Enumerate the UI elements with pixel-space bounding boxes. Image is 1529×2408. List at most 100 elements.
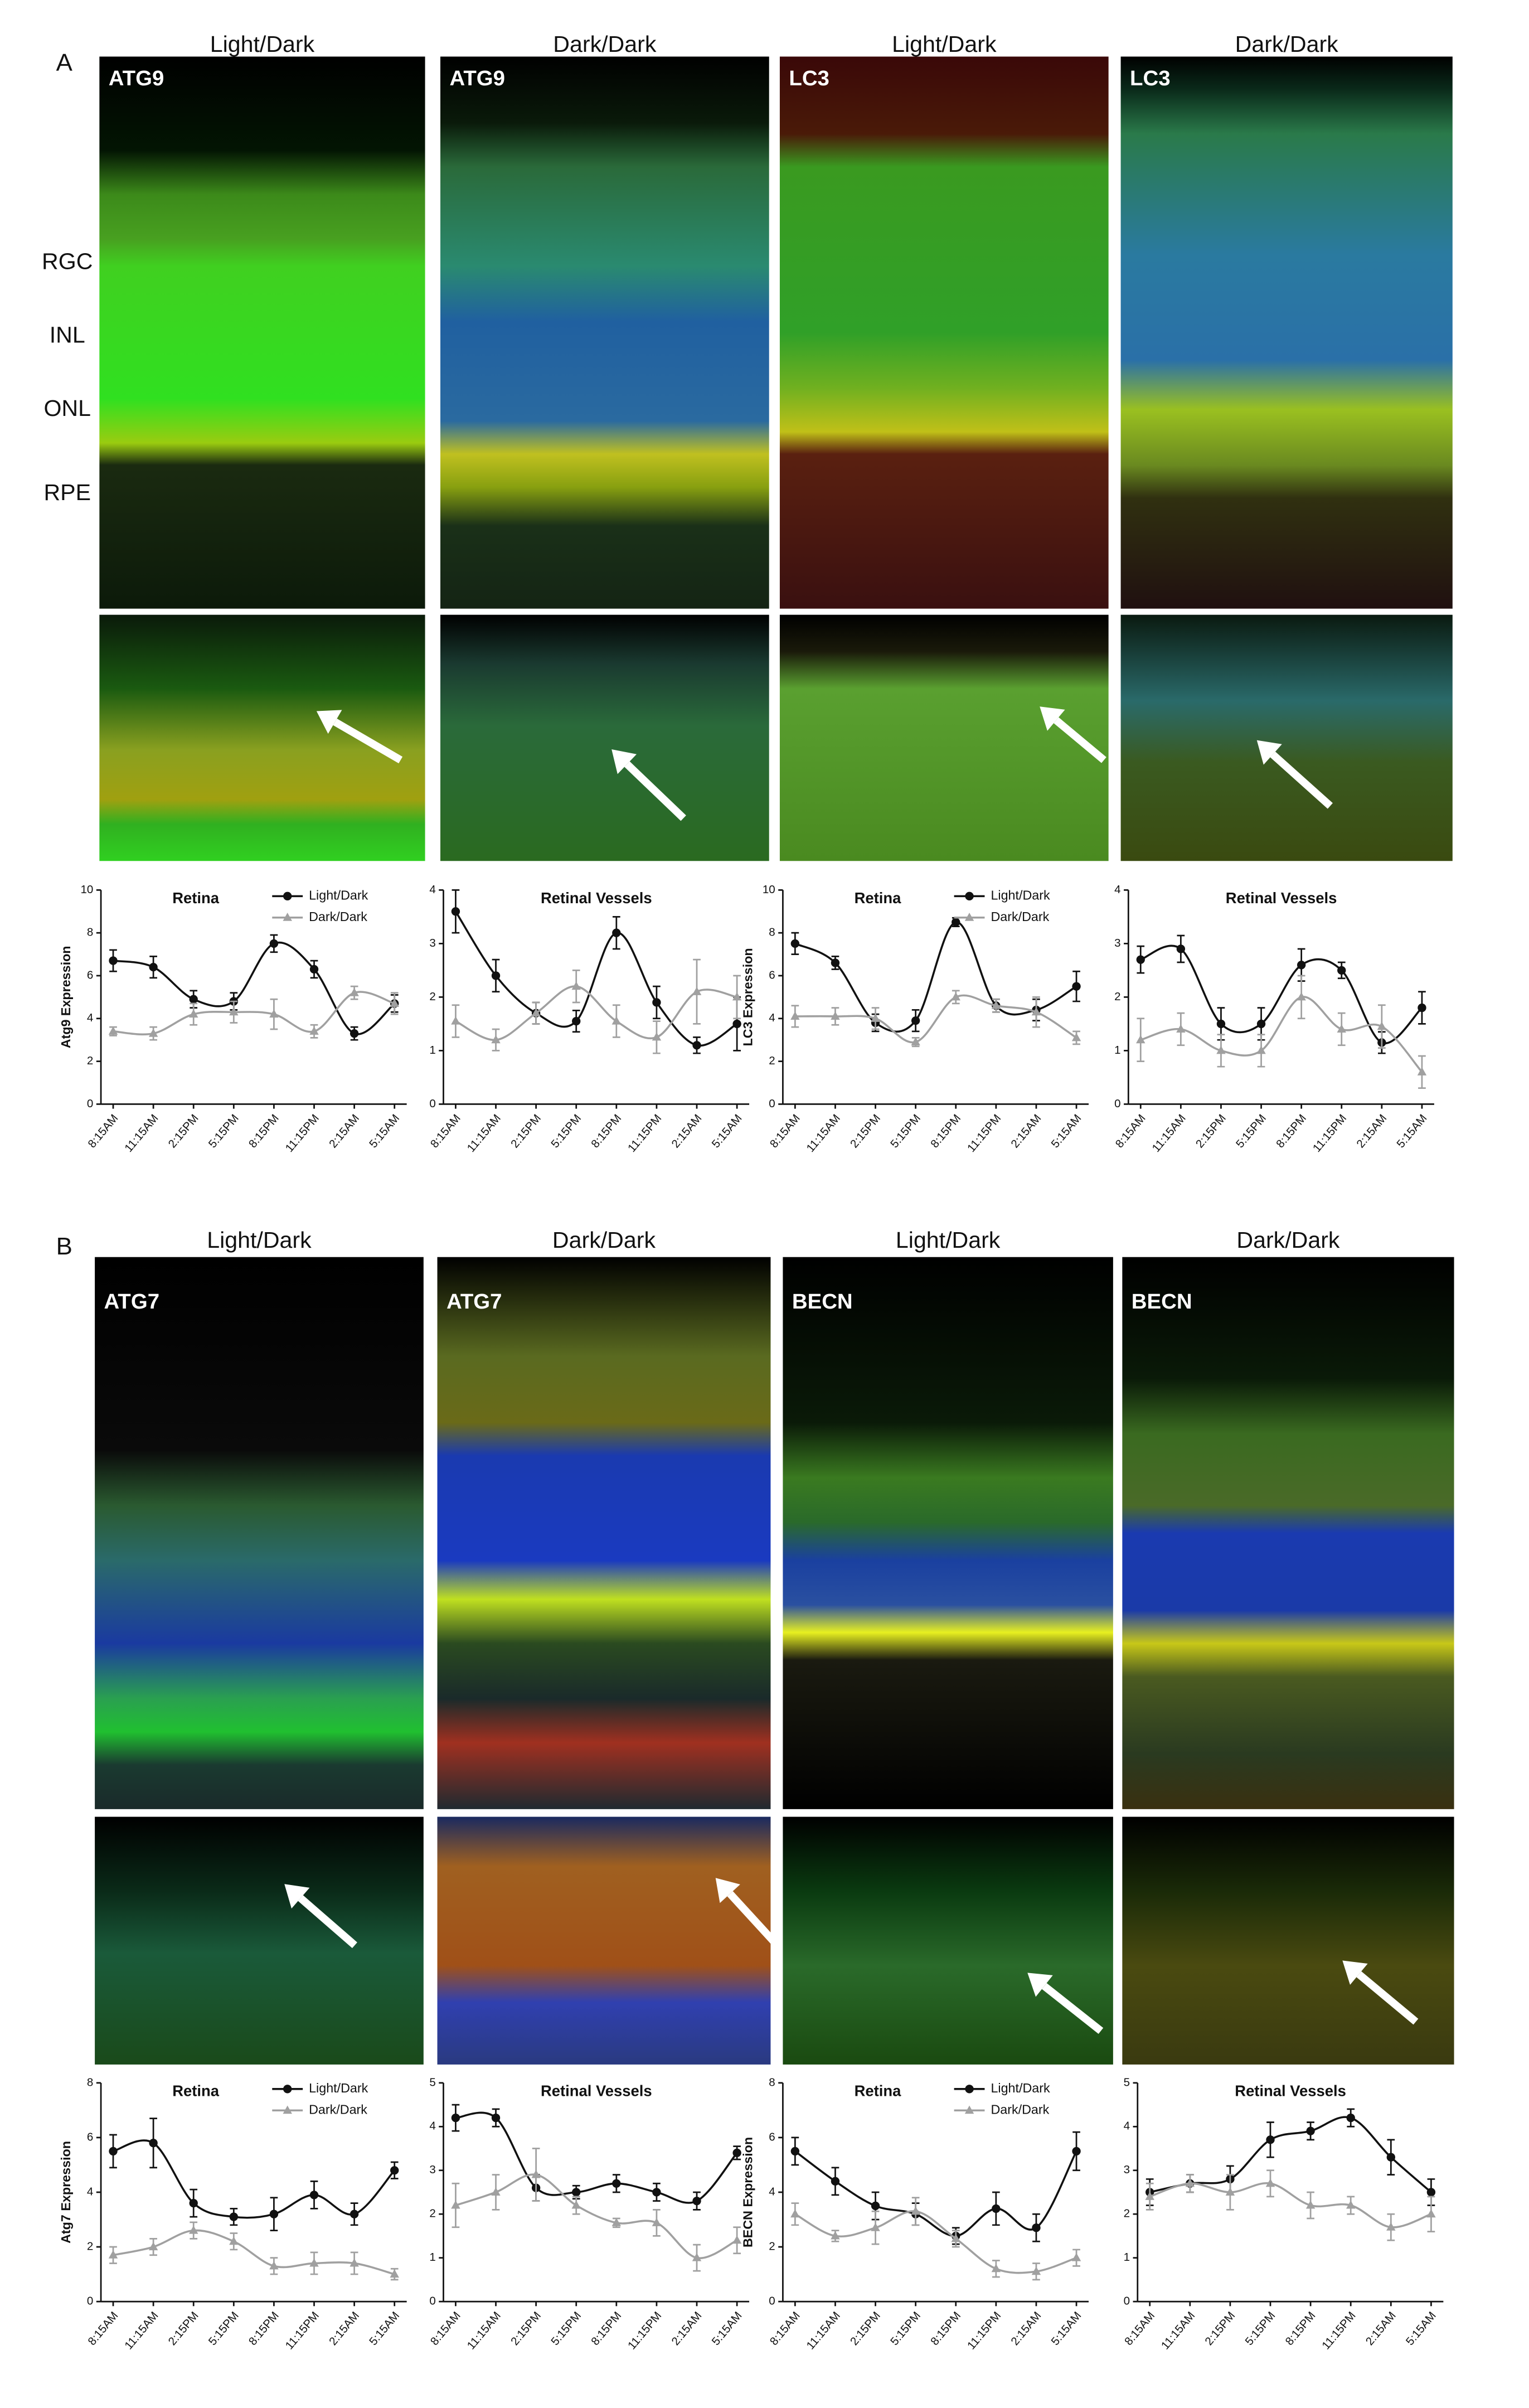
marker (149, 2139, 158, 2148)
x-tick-label: 5:15AM (1404, 2309, 1439, 2348)
marker (188, 1009, 198, 1018)
marker (1386, 2153, 1395, 2162)
marker (831, 958, 840, 967)
y-tick-label: 2 (87, 1054, 93, 1067)
marker (390, 2269, 399, 2278)
x-tick-label: 5:15PM (1234, 1112, 1269, 1150)
x-tick-label: 11:15PM (1310, 1112, 1350, 1155)
marker (1176, 1024, 1186, 1033)
x-tick-label: 8:15PM (246, 2309, 281, 2348)
stain-label: BECN (1132, 1290, 1192, 1314)
micrograph (1120, 56, 1453, 609)
marker (871, 1014, 880, 1022)
x-tick-label: 5:15PM (888, 2309, 923, 2348)
stain-label: LC3 (789, 66, 829, 90)
marker (831, 2231, 840, 2240)
y-tick-label: 4 (769, 2185, 775, 2198)
y-tick-label: 8 (769, 926, 775, 939)
x-tick-label: 11:15AM (122, 1112, 161, 1155)
x-tick-label: 8:15PM (589, 1112, 624, 1150)
marker (109, 956, 118, 965)
x-tick-label: 2:15PM (848, 2309, 883, 2348)
marker (732, 992, 742, 1001)
marker (1306, 2126, 1315, 2135)
marker (1072, 982, 1081, 991)
marker (189, 995, 198, 1004)
y-tick-label: 1 (1124, 2251, 1130, 2264)
x-tick-label: 2:15AM (1363, 2309, 1399, 2348)
y-tick-label: 0 (429, 1097, 435, 1110)
marker (269, 2210, 279, 2218)
arrow-shaft (727, 1891, 786, 1954)
marker (229, 2212, 238, 2221)
marker (283, 912, 292, 921)
x-tick-label: 2:15AM (327, 1112, 362, 1150)
marker (790, 2209, 800, 2218)
chart-title: Retina (855, 889, 902, 907)
marker (269, 2261, 279, 2270)
column-header: Light/Dark (207, 1227, 312, 1253)
arrow-shaft (1054, 717, 1106, 763)
marker (572, 2188, 581, 2197)
series-line (1149, 2182, 1432, 2228)
marker (692, 2252, 702, 2261)
chart-title: Retina (172, 2082, 220, 2100)
arrow-head (1342, 1960, 1368, 1985)
x-tick-label: 5:15AM (1394, 1112, 1429, 1150)
y-tick-label: 5 (429, 2076, 435, 2089)
legend-label: Dark/Dark (309, 2102, 367, 2116)
stain-label: ATG7 (104, 1290, 160, 1314)
marker (911, 1016, 920, 1025)
x-tick-label: 2:15PM (166, 1112, 201, 1150)
y-tick-label: 4 (1114, 883, 1120, 896)
marker (952, 918, 960, 927)
arrow-head (284, 1884, 310, 1909)
marker (1426, 2188, 1436, 2197)
x-tick-label: 5:15PM (206, 2309, 241, 2348)
x-tick-label: 11:15PM (625, 1112, 664, 1155)
y-tick-label: 8 (87, 926, 93, 939)
chart-title: Retinal Vessels (541, 889, 652, 907)
layer-label: RPE (43, 479, 91, 505)
marker (1071, 1033, 1081, 1041)
column-header: Dark/Dark (553, 31, 657, 57)
y-tick-label: 1 (429, 1044, 435, 1057)
marker (1297, 961, 1306, 970)
x-tick-label: 8:15PM (1283, 2309, 1318, 2348)
marker (1072, 2147, 1081, 2156)
legend-label: Dark/Dark (309, 909, 367, 924)
x-tick-label: 11:15AM (804, 2309, 843, 2352)
stain-label: ATG9 (109, 66, 164, 90)
marker (790, 1011, 800, 1020)
marker (692, 1041, 701, 1050)
x-tick-label: 5:15AM (709, 1112, 744, 1150)
marker (911, 1037, 920, 1046)
legend-label: Light/Dark (991, 2081, 1050, 2095)
y-axis-label: LC3 Expression (741, 948, 755, 1046)
marker (965, 892, 974, 901)
x-tick-label: 5:15AM (1049, 2309, 1084, 2348)
x-tick-label: 2:15AM (669, 1112, 704, 1150)
y-tick-label: 0 (87, 2295, 93, 2308)
x-tick-label: 5:15PM (549, 2309, 584, 2348)
x-tick-label: 8:15AM (428, 1112, 463, 1150)
marker (1145, 2192, 1154, 2200)
y-tick-label: 4 (769, 1011, 775, 1024)
y-tick-label: 0 (1114, 1097, 1120, 1110)
series-line (795, 994, 1077, 1044)
marker (229, 1007, 239, 1016)
micrograph-detail (1122, 1816, 1454, 2065)
series-line (113, 2229, 395, 2275)
arrow-head (1040, 706, 1065, 731)
series-line (455, 2173, 737, 2259)
x-tick-label: 11:15PM (1319, 2309, 1358, 2352)
y-axis-label: Atg7 Expression (59, 2141, 73, 2244)
x-tick-label: 2:15AM (1354, 1112, 1389, 1150)
x-tick-label: 2:15AM (1008, 1112, 1043, 1150)
x-tick-label: 8:15AM (1122, 2309, 1157, 2348)
marker (612, 928, 621, 937)
marker (732, 2235, 742, 2244)
marker (652, 1032, 662, 1041)
marker (571, 981, 581, 990)
x-tick-label: 11:15PM (625, 2309, 664, 2352)
